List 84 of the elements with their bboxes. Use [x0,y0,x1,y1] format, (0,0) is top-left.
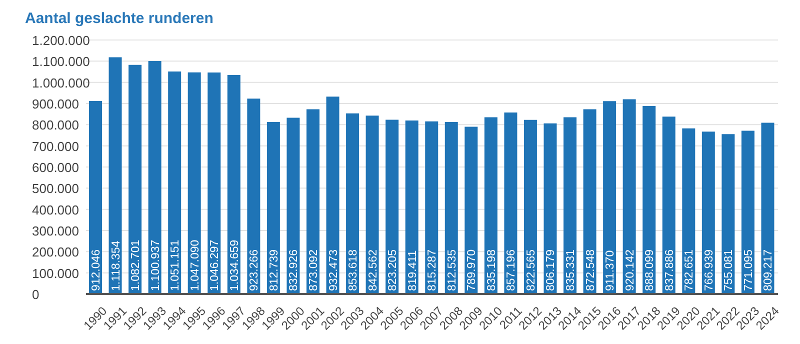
data-label: 1.047.090 [189,240,202,291]
y-tick-label: 1.000.000 [32,75,90,90]
data-label: 932.473 [328,249,340,291]
bar [583,109,596,294]
data-label: 782.651 [684,249,696,291]
y-tick-label: 1.200.000 [32,33,90,48]
data-label: 842.562 [367,249,380,291]
y-tick-label: 800.000 [32,118,79,133]
data-label: 819.411 [406,250,419,291]
data-label: 1.100.937 [150,240,162,291]
y-tick-label: 1.100.000 [32,54,90,70]
bar [564,117,577,294]
bar [722,134,735,294]
data-label: 873.092 [308,249,320,291]
bar [168,72,182,294]
bar [247,98,260,294]
data-label: 823.205 [387,249,400,291]
data-label: 815.287 [426,249,439,291]
bar [405,120,418,294]
bar [761,122,774,294]
data-label: 923.266 [248,249,261,291]
data-label: 888.099 [644,249,656,291]
data-label: 853.618 [348,249,360,291]
data-label: 1.082.701 [130,240,142,291]
data-label: 809.217 [762,249,775,291]
bar [444,122,458,294]
bar [366,116,379,294]
y-tick-label: 400.000 [32,202,79,218]
y-tick-label: 0 [32,287,40,302]
data-label: 789.970 [466,249,478,291]
bar [741,130,754,294]
data-label: 837.886 [664,249,676,291]
y-tick-label: 500.000 [32,181,79,196]
bar [148,60,162,294]
bar [108,57,122,294]
data-label: 872.548 [584,249,597,291]
data-label: 857.196 [506,249,518,291]
bar [386,120,399,294]
y-tick-label: 700.000 [32,138,79,154]
bar [504,112,518,294]
data-label: 911.370 [604,250,617,291]
bar [128,64,142,294]
y-tick-label: 300.000 [32,224,79,238]
data-label: 1.051.151 [170,240,182,291]
bar [682,128,696,294]
bar [89,100,102,294]
data-label: 806.179 [545,249,558,291]
data-label: 835.198 [486,249,498,291]
bar [326,96,340,294]
data-label: 766.939 [703,249,716,291]
data-label: 812.535 [446,249,458,291]
bar [346,113,360,294]
bar [464,126,478,294]
bar [227,74,240,294]
data-label: 1.046.297 [209,240,222,291]
data-label: 755.081 [723,249,736,291]
data-label: 912.046 [90,249,102,291]
bar [266,122,280,294]
bar [286,118,300,294]
bar [188,72,201,294]
bar [484,117,498,294]
data-label: 832.926 [288,249,300,291]
bar [622,99,636,294]
data-label: 920.142 [624,249,636,291]
chart-title: Aantal geslachte runderen [25,10,214,27]
y-tick-label: 900.000 [32,96,79,112]
y-tick-label: 200.000 [32,244,79,260]
data-label: 1.034.659 [228,240,241,291]
bar [702,132,715,294]
data-label: 1.118.354 [110,240,122,291]
data-label: 771.095 [742,249,755,291]
bar [524,120,537,294]
data-label: 822.565 [525,249,538,291]
bar [425,121,438,294]
bar [544,123,557,294]
y-tick-label: 100.000 [32,266,79,281]
data-label: 812.739 [268,249,280,291]
bar [306,109,320,294]
bar [642,106,656,294]
bar [208,72,221,294]
bar [662,116,676,294]
bar [603,101,616,294]
y-tick-label: 600.000 [32,160,79,175]
data-label: 835.331 [565,249,578,291]
